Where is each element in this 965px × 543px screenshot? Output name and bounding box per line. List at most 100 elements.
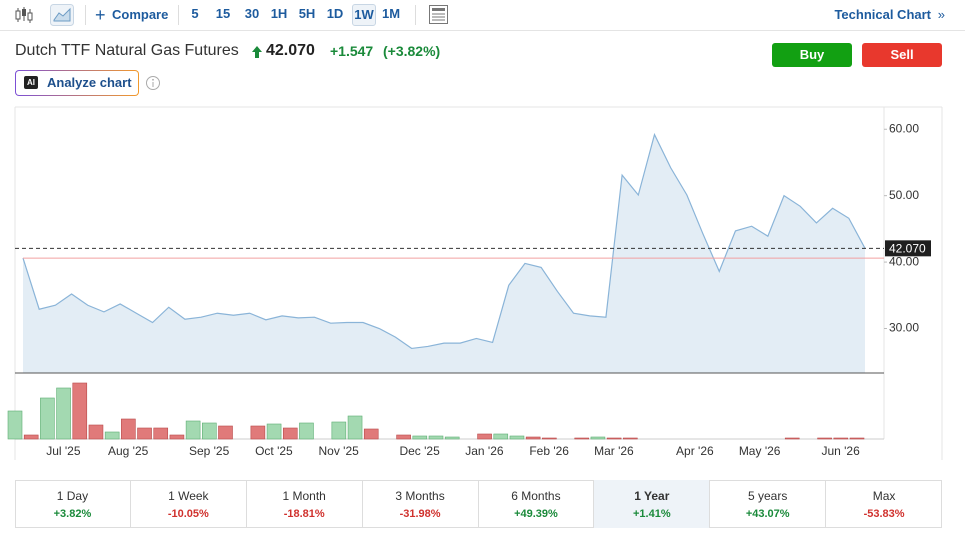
period-change: +43.07%	[745, 508, 790, 520]
indicator-icon[interactable]	[428, 4, 449, 25]
buy-button[interactable]: Buy	[772, 43, 852, 67]
x-tick-label: Jan '26	[465, 444, 504, 458]
period-cell[interactable]: 6 Months +49.39%	[479, 480, 595, 528]
volume-bar	[849, 437, 865, 440]
volume-bar	[56, 387, 71, 440]
period-cell[interactable]: 3 Months -31.98%	[363, 480, 479, 528]
sell-button[interactable]: Sell	[862, 43, 942, 67]
separator	[178, 5, 179, 25]
volume-bar	[784, 437, 800, 440]
toolbar-border	[0, 30, 965, 31]
x-tick-label: Jul '25	[46, 444, 81, 458]
chart: Investing.com30.0040.0050.0060.0042.070J…	[7, 106, 943, 460]
x-tick-label: Nov '25	[318, 444, 359, 458]
period-cell[interactable]: 1 Day +3.82%	[15, 480, 131, 528]
volume-bar	[202, 422, 217, 440]
y-tick-label: 50.00	[889, 188, 919, 202]
volume-bar	[493, 433, 509, 440]
period-name: 1 Year	[634, 489, 670, 503]
volume-bar	[121, 418, 136, 440]
volume-bar	[40, 397, 55, 440]
period-change: -31.98%	[399, 508, 441, 520]
price-change: +1.547	[330, 43, 374, 59]
interval-button[interactable]: 1W	[352, 4, 376, 26]
area-icon[interactable]	[50, 4, 74, 26]
volume-bar	[72, 382, 88, 440]
volume-bar	[250, 425, 266, 440]
period-name: 1 Month	[282, 489, 326, 503]
separator	[85, 5, 86, 25]
last-price: 42.070	[266, 42, 315, 59]
volume-bar	[137, 427, 152, 440]
volume-bar	[153, 427, 169, 440]
y-tick-label: 40.00	[889, 254, 919, 268]
volume-bar	[266, 423, 282, 440]
volume-bar	[428, 435, 444, 440]
volume-bar	[299, 422, 314, 440]
analyze-button[interactable]: AI Analyze chart	[15, 70, 139, 96]
period-cell[interactable]: 1 Year +1.41%	[594, 480, 711, 528]
plus-icon: +	[95, 5, 106, 25]
volume-bar	[574, 437, 590, 440]
volume-bar	[542, 437, 557, 440]
period-cell[interactable]: 1 Week -10.05%	[131, 480, 247, 528]
volume-bar	[331, 421, 347, 440]
info-icon[interactable]	[145, 75, 161, 91]
ai-badge: AI	[24, 76, 38, 89]
volume-bar	[817, 437, 832, 440]
volume-bar	[88, 424, 104, 440]
interval-button[interactable]: 1D	[326, 6, 344, 21]
x-tick-label: Jun '26	[821, 444, 860, 458]
period-cell[interactable]: 1 Month -18.81%	[247, 480, 363, 528]
last-price-label: 42.070	[889, 242, 926, 256]
volume-bar	[412, 435, 428, 440]
period-change: +3.82%	[53, 508, 92, 520]
separator	[415, 5, 416, 25]
period-change: +49.39%	[514, 508, 558, 520]
period-name: 1 Day	[56, 489, 89, 503]
volume-bar	[525, 436, 541, 440]
volume-bar	[218, 425, 233, 440]
y-tick-label: 60.00	[889, 121, 919, 135]
period-name: 5 years	[748, 489, 788, 503]
volume-bar	[396, 434, 411, 440]
x-tick-label: Aug '25	[108, 444, 149, 458]
interval-button[interactable]: 5	[191, 6, 199, 21]
period-cell[interactable]: 5 years +43.07%	[710, 480, 827, 528]
volume-bar	[509, 435, 525, 440]
volume-bar	[169, 434, 185, 440]
interval-button[interactable]: 1H	[270, 6, 288, 21]
y-tick-label: 30.00	[889, 321, 919, 335]
x-tick-label: Dec '25	[399, 444, 440, 458]
interval-button[interactable]: 5H	[298, 6, 316, 21]
x-tick-label: May '26	[739, 444, 781, 458]
period-change: -18.81%	[283, 508, 325, 520]
compare-button[interactable]: Compare	[112, 7, 169, 22]
interval-button[interactable]: 1M	[381, 6, 401, 21]
area-fill	[23, 134, 865, 373]
volume-bar	[623, 437, 638, 440]
instrument-title: Dutch TTF Natural Gas Futures	[15, 42, 239, 59]
volume-bar	[477, 433, 492, 440]
x-tick-label: Apr '26	[676, 444, 714, 458]
technical-chart-arrow: »	[937, 7, 945, 22]
volume-bar	[606, 437, 622, 440]
x-tick-label: Mar '26	[594, 444, 634, 458]
analyze-label: Analyze chart	[47, 75, 132, 90]
period-name: 1 Week	[168, 489, 209, 503]
period-change: +1.41%	[633, 508, 671, 520]
x-tick-label: Sep '25	[189, 444, 230, 458]
volume-bar	[363, 428, 379, 440]
technical-chart-link[interactable]: Technical Chart	[834, 7, 931, 22]
candlestick-icon[interactable]	[14, 6, 34, 24]
period-name: Max	[872, 489, 896, 503]
period-change: -53.83%	[863, 508, 905, 520]
interval-button[interactable]: 15	[215, 6, 231, 21]
volume-bar	[104, 431, 120, 440]
price-change-pct: (+3.82%)	[383, 43, 441, 59]
up-arrow	[252, 46, 262, 58]
period-name: 3 Months	[395, 489, 445, 503]
interval-button[interactable]: 30	[244, 6, 260, 21]
period-cell[interactable]: Max -53.83%	[826, 480, 942, 528]
